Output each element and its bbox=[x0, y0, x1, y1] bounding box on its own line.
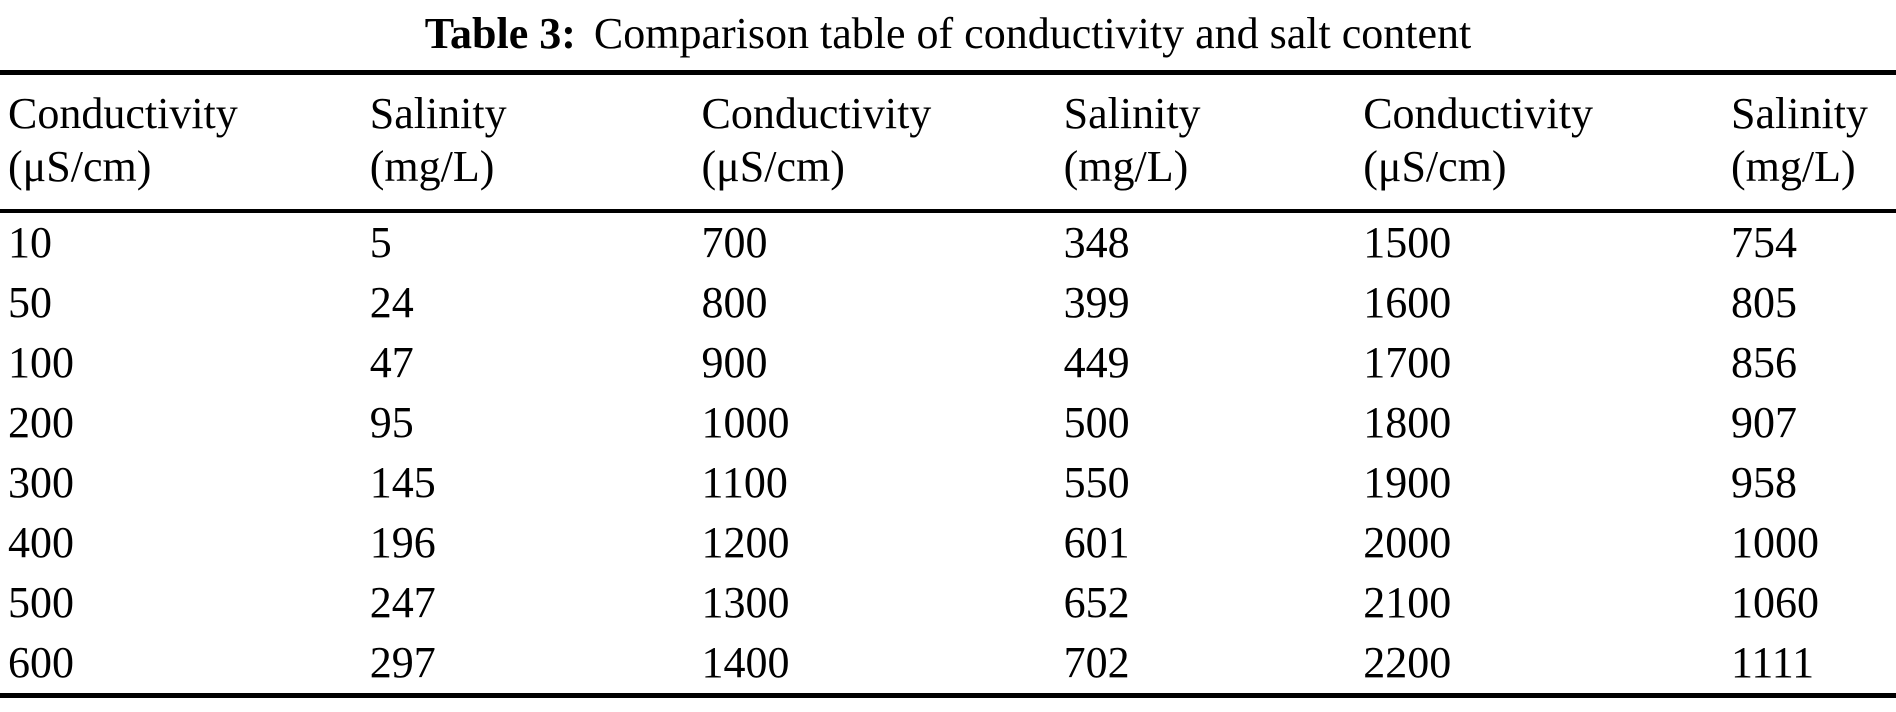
table-cell: 449 bbox=[1063, 338, 1130, 387]
column-header-conductivity-1: Conductivity (μS/cm) bbox=[0, 72, 370, 213]
table-cell: 600 bbox=[8, 638, 74, 687]
table-row: 300 145 1100 550 1900 958 bbox=[0, 453, 1896, 513]
table-cell: 50 bbox=[8, 278, 52, 327]
column-header-conductivity-2: Conductivity (μS/cm) bbox=[701, 72, 1064, 213]
table-cell: 2000 bbox=[1363, 518, 1452, 567]
table-cell: 1200 bbox=[701, 518, 790, 567]
table-cell: 1600 bbox=[1363, 278, 1452, 327]
table-cell: 2100 bbox=[1363, 578, 1452, 627]
table-cell: 10 bbox=[8, 218, 52, 267]
table-cell: 550 bbox=[1063, 458, 1130, 507]
column-header-unit: (μS/cm) bbox=[8, 142, 152, 191]
column-header-salinity-1: Salinity (mg/L) bbox=[369, 72, 702, 213]
table-cell: 900 bbox=[701, 338, 768, 387]
table-row: 200 95 1000 500 1800 907 bbox=[0, 393, 1896, 453]
column-header-name: Conductivity bbox=[701, 89, 932, 138]
table-row: 50 24 800 399 1600 805 bbox=[0, 273, 1896, 333]
table-cell: 100 bbox=[8, 338, 74, 387]
table-cell: 1800 bbox=[1363, 398, 1452, 447]
table-cell: 400 bbox=[8, 518, 74, 567]
table-caption-text: Comparison table of conductivity and sal… bbox=[593, 9, 1472, 58]
column-header-name: Salinity bbox=[1063, 89, 1201, 138]
table-cell: 1000 bbox=[701, 398, 790, 447]
header-row: Conductivity (μS/cm) Salinity (mg/L) Con… bbox=[0, 72, 1896, 213]
table-row: 500 247 1300 652 2100 1060 bbox=[0, 573, 1896, 633]
table-cell: 399 bbox=[1063, 278, 1130, 327]
table-cell: 1900 bbox=[1363, 458, 1452, 507]
table-cell: 500 bbox=[8, 578, 74, 627]
table-cell: 700 bbox=[701, 218, 768, 267]
column-header-salinity-3: Salinity (mg/L) bbox=[1731, 72, 1896, 213]
column-header-unit: (μS/cm) bbox=[1363, 142, 1507, 191]
table-cell: 1500 bbox=[1363, 218, 1452, 267]
table-cell: 500 bbox=[1063, 398, 1130, 447]
table-row: 10 5 700 348 1500 754 bbox=[0, 211, 1896, 273]
table-cell: 1700 bbox=[1363, 338, 1452, 387]
table-caption: Table 3: Comparison table of conductivity… bbox=[0, 0, 1896, 70]
table-caption-label: Table 3: bbox=[424, 9, 576, 58]
table-cell: 348 bbox=[1063, 218, 1130, 267]
table-cell: 196 bbox=[369, 518, 436, 567]
table-row: 600 297 1400 702 2200 1111 bbox=[0, 633, 1896, 696]
table-cell: 1111 bbox=[1731, 638, 1815, 687]
table-cell: 652 bbox=[1063, 578, 1130, 627]
table-cell: 297 bbox=[369, 638, 436, 687]
table-cell: 856 bbox=[1731, 338, 1798, 387]
table-cell: 24 bbox=[369, 278, 414, 327]
table-cell: 5 bbox=[369, 218, 392, 267]
table-row: 100 47 900 449 1700 856 bbox=[0, 333, 1896, 393]
column-header-salinity-2: Salinity (mg/L) bbox=[1063, 72, 1364, 213]
table-cell: 1400 bbox=[701, 638, 790, 687]
table-cell: 247 bbox=[369, 578, 436, 627]
table-cell: 702 bbox=[1063, 638, 1130, 687]
column-header-unit: (mg/L) bbox=[1731, 142, 1856, 191]
table-cell: 95 bbox=[369, 398, 414, 447]
table-cell: 907 bbox=[1731, 398, 1798, 447]
table-cell: 800 bbox=[701, 278, 768, 327]
table-cell: 145 bbox=[369, 458, 436, 507]
table-cell: 601 bbox=[1063, 518, 1130, 567]
column-header-name: Conductivity bbox=[8, 89, 238, 138]
column-header-unit: (mg/L) bbox=[369, 142, 495, 191]
table-cell: 1300 bbox=[701, 578, 790, 627]
column-header-unit: (mg/L) bbox=[1063, 142, 1189, 191]
table-cell: 2200 bbox=[1363, 638, 1452, 687]
table-cell: 300 bbox=[8, 458, 74, 507]
table-cell: 1000 bbox=[1731, 518, 1820, 567]
column-header-name: Conductivity bbox=[1363, 89, 1593, 138]
table-cell: 754 bbox=[1731, 218, 1798, 267]
conductivity-salinity-table: Conductivity (μS/cm) Salinity (mg/L) Con… bbox=[0, 70, 1896, 698]
table-cell: 1060 bbox=[1731, 578, 1820, 627]
column-header-name: Salinity bbox=[1731, 89, 1868, 138]
table-cell: 1100 bbox=[701, 458, 788, 507]
table-cell: 47 bbox=[369, 338, 414, 387]
column-header-conductivity-3: Conductivity (μS/cm) bbox=[1363, 72, 1732, 213]
table-cell: 200 bbox=[8, 398, 74, 447]
table-cell: 958 bbox=[1731, 458, 1798, 507]
column-header-unit: (μS/cm) bbox=[701, 142, 845, 191]
table-row: 400 196 1200 601 2000 1000 bbox=[0, 513, 1896, 573]
table-cell: 805 bbox=[1731, 278, 1798, 327]
column-header-name: Salinity bbox=[369, 89, 507, 138]
